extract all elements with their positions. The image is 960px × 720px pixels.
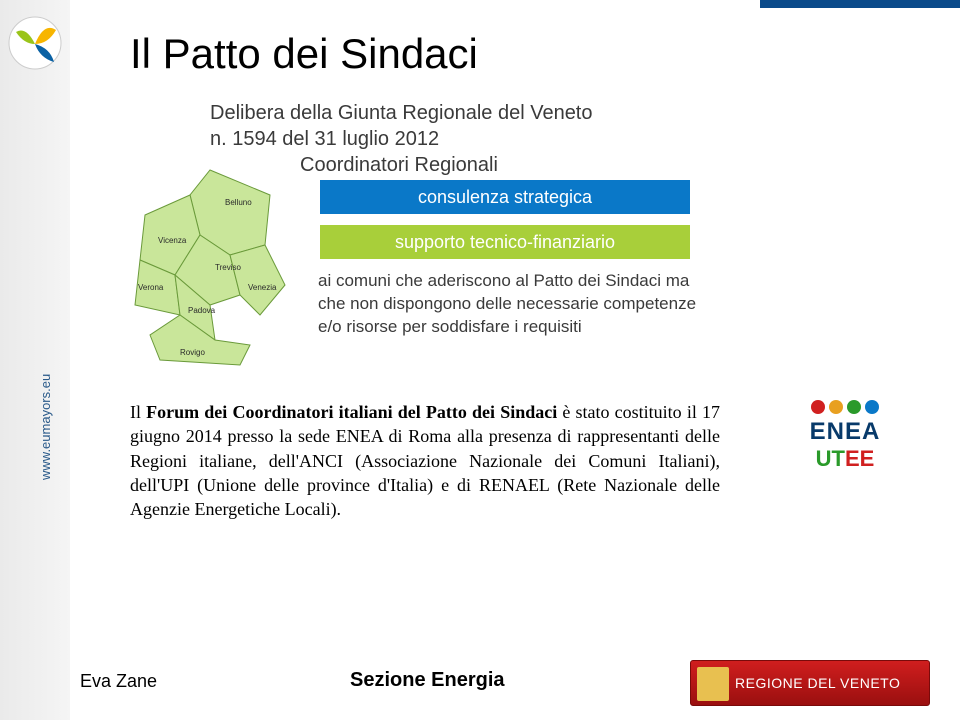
sidebar-strip: www.eumayors.eu — [0, 0, 70, 720]
forum-bold: Forum dei Coordinatori italiani del Patt… — [146, 402, 557, 422]
svg-text:Venezia: Venezia — [248, 283, 277, 292]
enea-dot — [847, 400, 861, 414]
regione-label: REGIONE DEL VENETO — [735, 675, 900, 691]
svg-text:Rovigo: Rovigo — [180, 348, 205, 357]
subtitle-line3: Coordinatori Regionali — [300, 152, 593, 178]
enea-dots — [785, 400, 905, 414]
top-accent-bar — [760, 0, 960, 8]
footer-author: Eva Zane — [80, 671, 157, 692]
bar-supporto-label: supporto tecnico-finanziario — [395, 232, 615, 253]
footer-section: Sezione Energia — [350, 669, 505, 692]
slide-title: Il Patto dei Sindaci — [130, 30, 478, 78]
enea-sub: UTEE — [785, 446, 905, 472]
regione-veneto-logo: REGIONE DEL VENETO — [690, 660, 930, 706]
body-text: ai comuni che aderiscono al Patto dei Si… — [318, 270, 698, 339]
enea-name: ENEA — [785, 418, 905, 446]
bar-supporto: supporto tecnico-finanziario — [320, 225, 690, 259]
sidebar-url: www.eumayors.eu — [38, 374, 53, 480]
enea-logo: ENEA UTEE — [785, 400, 905, 472]
enea-dot — [829, 400, 843, 414]
svg-text:Verona: Verona — [138, 283, 164, 292]
forum-paragraph: Il Forum dei Coordinatori italiani del P… — [130, 400, 720, 521]
svg-text:Treviso: Treviso — [215, 263, 241, 272]
lion-icon — [697, 667, 729, 701]
forum-prefix: Il — [130, 402, 146, 422]
veneto-map: Belluno Treviso Vicenza Venezia Verona P… — [120, 165, 300, 375]
svg-text:Belluno: Belluno — [225, 198, 252, 207]
svg-text:Vicenza: Vicenza — [158, 236, 187, 245]
subtitle-line2: n. 1594 del 31 luglio 2012 — [210, 126, 593, 152]
enea-dot — [811, 400, 825, 414]
bar-consulenza: consulenza strategica — [320, 180, 690, 214]
enea-dot — [865, 400, 879, 414]
eumayors-logo — [6, 14, 64, 72]
bar-consulenza-label: consulenza strategica — [418, 187, 592, 208]
svg-text:Padova: Padova — [188, 306, 216, 315]
subtitle-line1: Delibera della Giunta Regionale del Vene… — [210, 100, 593, 126]
